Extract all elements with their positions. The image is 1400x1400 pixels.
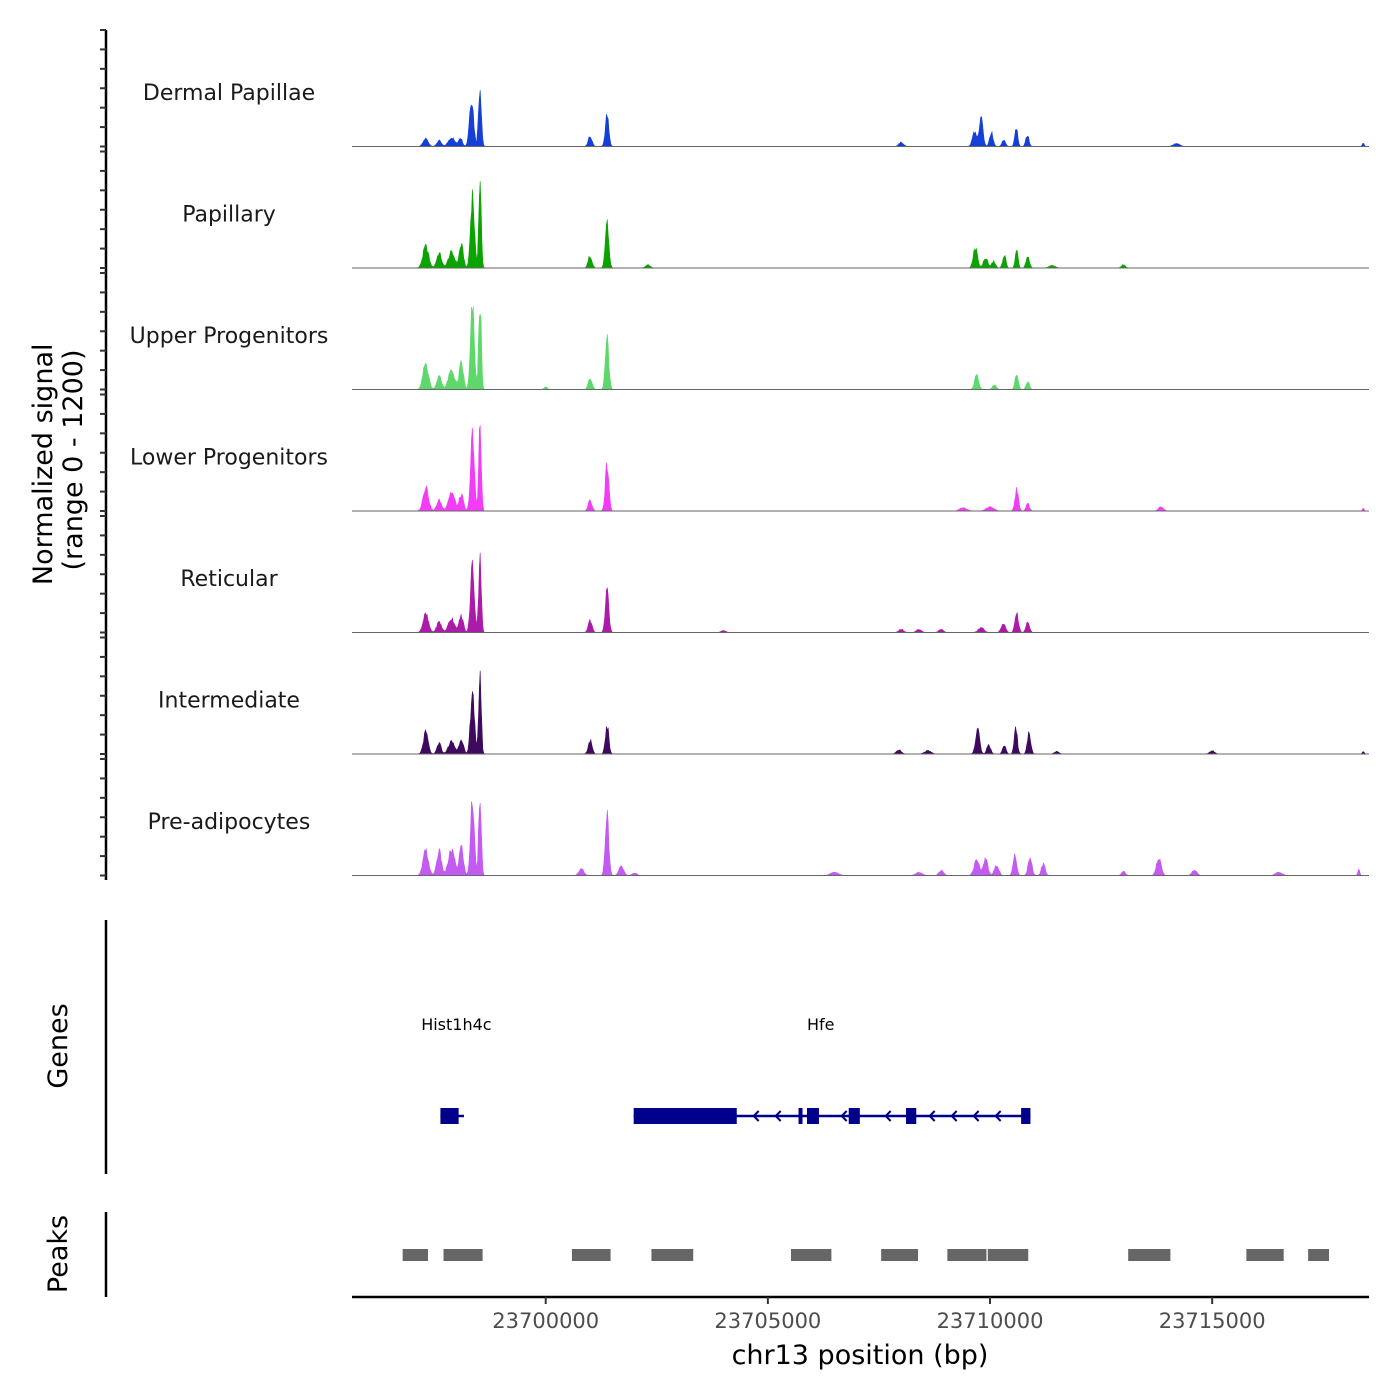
gene-model: Hist1h4c [421,1015,492,1124]
coverage-track: Pre-adipocytes [148,801,1369,876]
coverage-track: Lower Progenitors [130,425,1369,512]
y-axis-title: Normalized signal (range 0 - 1200) [28,335,89,585]
peaks-track-title: Peaks [43,1215,74,1293]
coverage-track: Reticular [180,552,1369,633]
genes-track: Genes Hist1h4c Hfe [43,920,1031,1174]
gene-label: Hfe [807,1015,835,1034]
strand-arrow [950,1110,958,1122]
signal-area [408,801,1366,876]
coverage-track: Papillary [182,181,1369,269]
peak-region [987,1249,1029,1261]
x-tick-label: 23700000 [492,1309,599,1333]
x-axis: 23700000 23705000 23710000 23715000 [352,1295,1369,1333]
genes-track-title: Genes [43,1003,74,1088]
peak-region [571,1249,611,1261]
strand-arrow [840,1110,848,1122]
peak-region [1128,1249,1171,1261]
strand-arrow [884,1110,892,1122]
peak-region [790,1249,832,1261]
strand-arrow [972,1110,980,1122]
track-label: Dermal Papillae [143,81,315,106]
track-label: Lower Progenitors [130,446,328,471]
gene-exon [806,1108,819,1124]
coverage-track: Dermal Papillae [143,81,1369,147]
signal-area [408,306,1366,390]
gene-exon [633,1108,737,1124]
x-tick-label: 23705000 [714,1309,821,1333]
peak-region [1246,1249,1284,1261]
x-tick-label: 23710000 [937,1309,1044,1333]
signal-area [408,90,1366,147]
track-label: Pre-adipocytes [148,810,311,835]
strand-arrow [994,1110,1002,1122]
coverage-track: Intermediate [158,670,1369,755]
peak-region [402,1249,428,1261]
gene-model: Hfe [633,1015,1031,1124]
peaks-track: Peaks [43,1212,1330,1297]
x-axis-title: chr13 position (bp) [732,1340,989,1371]
gene-exon [1021,1108,1031,1124]
track-label: Upper Progenitors [130,324,329,349]
track-label: Papillary [182,203,276,228]
gene-exon [440,1108,459,1124]
strand-arrow [928,1110,936,1122]
y-axis-title-line2: (range 0 - 1200) [58,350,89,571]
x-tick-label: 23715000 [1159,1309,1266,1333]
signal-area [408,425,1366,512]
peak-region [1308,1249,1330,1261]
signal-y-axis [100,29,108,880]
gene-label: Hist1h4c [421,1015,491,1034]
strand-arrow [774,1110,782,1122]
track-label: Reticular [180,567,278,592]
coverage-track: Upper Progenitors [130,306,1369,390]
signal-area [408,670,1366,755]
track-label: Intermediate [158,689,300,714]
peak-region [881,1249,919,1261]
peak-region [947,1249,987,1261]
coverage-tracks: Dermal Papillae Papillary Upper Progenitor… [130,81,1369,876]
peak-region [443,1249,483,1261]
strand-arrow [752,1110,760,1122]
signal-area [408,181,1366,269]
peak-region [651,1249,694,1261]
gene-exon [848,1108,860,1124]
signal-area [408,552,1366,633]
gene-exon [798,1108,803,1124]
y-axis-title-line1: Normalized signal [28,344,59,586]
gene-exon [906,1108,917,1124]
